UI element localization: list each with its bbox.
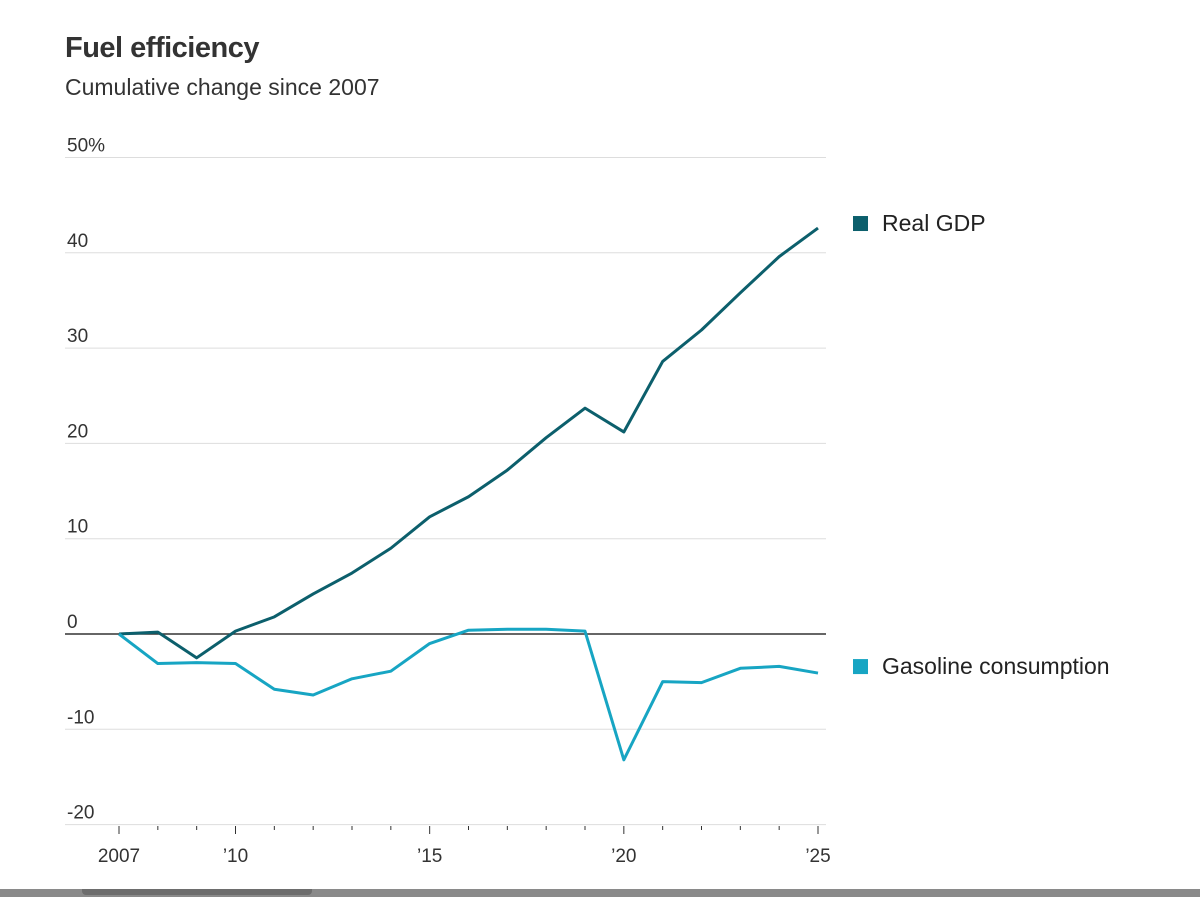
x-tick-label: ’20 [611,846,636,867]
x-tick-label: 2007 [98,846,140,867]
y-tick-label: 20 [67,421,88,442]
legend-label: Gasoline consumption [882,653,1110,679]
y-tick-label: -10 [67,707,94,728]
legend-swatch [853,659,868,675]
x-tick-label: ’15 [417,846,442,867]
series-line-gasoline-consumption [118,627,819,762]
scrollbar-thumb[interactable] [82,889,312,895]
x-tick-label: ’25 [805,846,830,867]
chart-subtitle: Cumulative change since 2007 [65,74,380,100]
legend-swatch [853,216,868,232]
chart-title: Fuel efficiency [65,32,259,64]
horizontal-scrollbar[interactable] [0,889,1200,897]
y-tick-label: 0 [67,612,78,633]
y-tick-label: 10 [67,517,88,538]
x-tick-label: ’10 [223,846,248,867]
y-tick-label: -20 [67,803,94,824]
legend-label: Real GDP [882,210,986,236]
y-tick-label: 40 [67,231,88,252]
y-tick-label: 50% [67,136,105,157]
y-tick-label: 30 [67,326,88,347]
